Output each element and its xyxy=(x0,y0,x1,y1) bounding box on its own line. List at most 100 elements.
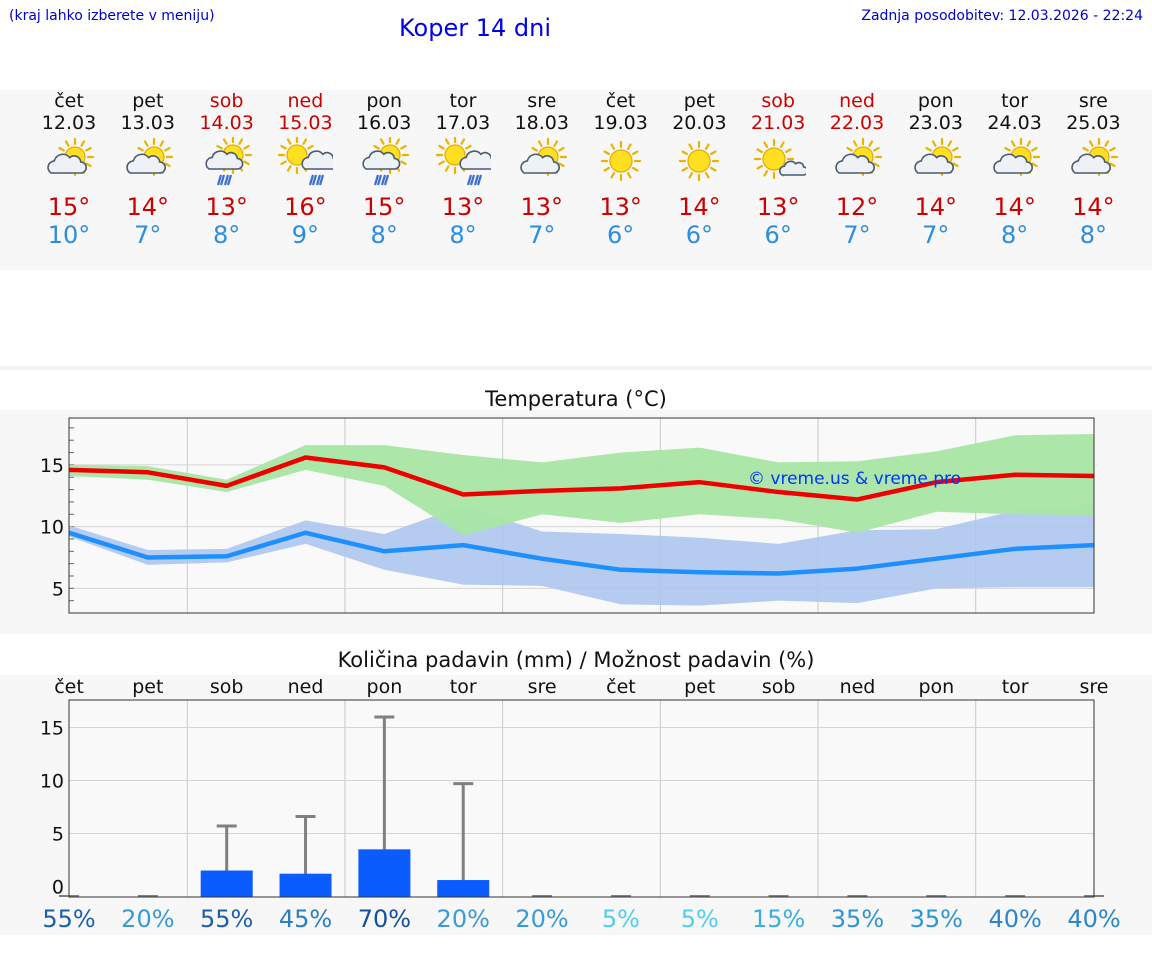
plot-frame xyxy=(68,417,1095,614)
forecast-day: sob 21.03 13° 6° xyxy=(739,90,817,249)
max-temp: 13° xyxy=(756,193,800,221)
day-name: pet xyxy=(683,90,715,112)
forecast-day: pon 23.03 14° 7° xyxy=(897,90,975,249)
day-date: 25.03 xyxy=(1066,112,1121,134)
max-temp: 14° xyxy=(1072,193,1115,221)
day-date: 17.03 xyxy=(435,112,491,134)
bar xyxy=(358,849,411,897)
min-temp: 6° xyxy=(606,221,635,249)
category-label: sre xyxy=(528,676,557,698)
probability-label: 55% xyxy=(42,905,95,933)
min-temp: 10° xyxy=(47,221,91,249)
y-tick-label: 10 xyxy=(40,770,64,792)
probability-label: 45% xyxy=(279,905,332,933)
sun-small-cloud-icon xyxy=(754,138,807,180)
category-label: pon xyxy=(918,676,954,698)
series-line-max xyxy=(68,455,1095,502)
category-label: sob xyxy=(762,676,796,698)
day-date: 22.03 xyxy=(829,112,885,134)
probability-label: 15% xyxy=(752,905,805,933)
y-tick-label: 10 xyxy=(40,517,64,539)
watermark: © vreme.us & vreme.pro xyxy=(748,469,961,489)
last-update: Zadnja posodobitev: 12.03.2026 - 22:24 xyxy=(861,8,1143,24)
forecast-day: čet 19.03 13° 6° xyxy=(582,90,660,249)
forecast-day: sre 18.03 13° 7° xyxy=(503,90,581,249)
probability-label: 70% xyxy=(358,905,411,933)
day-date: 20.03 xyxy=(672,112,727,134)
day-date: 21.03 xyxy=(750,112,806,134)
y-tick-label: 15 xyxy=(40,455,64,477)
plot-area xyxy=(69,700,1094,897)
partly-cloudy-icon xyxy=(992,137,1040,177)
forecast-day: ned 22.03 12° 7° xyxy=(818,90,896,249)
day-name: čet xyxy=(605,90,636,112)
day-name: sob xyxy=(761,90,795,112)
series-line-min xyxy=(68,530,1095,576)
max-temp: 16° xyxy=(284,193,327,221)
category-label: pet xyxy=(684,676,715,698)
min-temp: 8° xyxy=(212,221,241,249)
day-name: čet xyxy=(54,90,84,112)
max-temp: 12° xyxy=(835,193,879,221)
probability-label: 40% xyxy=(1067,905,1120,933)
min-temp: 7° xyxy=(843,221,871,249)
day-name: pet xyxy=(132,90,164,112)
partly-cloudy-icon xyxy=(126,137,173,177)
forecast-day: ned 15.03 16° 9° xyxy=(266,90,344,249)
section-divider xyxy=(0,366,1152,370)
partly-cloudy-rain-icon xyxy=(204,137,252,186)
max-temp: 13° xyxy=(441,193,485,221)
probability-label: 20% xyxy=(515,905,568,933)
sun-icon xyxy=(679,140,720,182)
min-temp: 7° xyxy=(134,221,162,249)
bar xyxy=(200,870,253,897)
min-temp: 8° xyxy=(370,221,398,249)
max-temp: 14° xyxy=(678,193,721,221)
max-temp: 14° xyxy=(993,193,1036,221)
day-date: 15.03 xyxy=(278,112,333,134)
day-date: 14.03 xyxy=(199,112,254,134)
y-tick-label: 5 xyxy=(52,823,64,845)
day-name: ned xyxy=(839,90,875,112)
min-temp: 7° xyxy=(922,221,950,249)
partly-cloudy-rain-icon xyxy=(362,137,410,186)
precipitation-chart-title: Količina padavin (mm) / Možnost padavin … xyxy=(337,648,815,672)
partly-cloudy-icon xyxy=(47,137,95,177)
max-temp: 13° xyxy=(599,193,642,221)
category-label: ned xyxy=(840,676,876,698)
region-hint: (kraj lahko izberete v meniju) xyxy=(9,8,215,24)
forecast-day: sob 14.03 13° 8° xyxy=(188,90,266,249)
probability-label: 40% xyxy=(988,905,1041,933)
probability-label: 5% xyxy=(681,905,719,933)
category-label: ned xyxy=(288,676,324,698)
category-label: tor xyxy=(1002,676,1029,698)
forecast-day: pet 20.03 14° 6° xyxy=(660,90,738,249)
category-label: tor xyxy=(450,676,477,698)
day-name: tor xyxy=(1001,90,1029,112)
day-name: pon xyxy=(366,90,403,112)
probability-label: 35% xyxy=(831,905,884,933)
max-temp: 15° xyxy=(47,193,91,221)
category-label: sob xyxy=(210,676,244,698)
category-label: čet xyxy=(54,676,84,698)
min-temp: 8° xyxy=(1000,221,1029,249)
bar xyxy=(279,873,332,897)
min-temp: 6° xyxy=(764,221,792,249)
y-tick-label: 5 xyxy=(52,578,64,600)
partly-cloudy-icon xyxy=(914,137,961,177)
day-date: 18.03 xyxy=(514,112,569,134)
day-name: ned xyxy=(287,90,324,112)
daily-forecast-strip: čet 12.03 15° 10° pet 13.03 14° 7° sob 14.03 13° 8°… xyxy=(0,90,1152,270)
min-temp: 6° xyxy=(685,221,714,249)
forecast-day: sre 25.03 14° 8° xyxy=(1054,90,1132,249)
probability-label: 5% xyxy=(602,905,640,933)
day-date: 24.03 xyxy=(987,112,1042,134)
forecast-day: tor 17.03 13° 8° xyxy=(424,90,502,249)
day-name: sob xyxy=(209,90,244,112)
category-label: čet xyxy=(606,676,636,698)
sun-icon xyxy=(600,140,641,182)
probability-label: 20% xyxy=(121,905,174,933)
max-temp: 13° xyxy=(520,193,564,221)
